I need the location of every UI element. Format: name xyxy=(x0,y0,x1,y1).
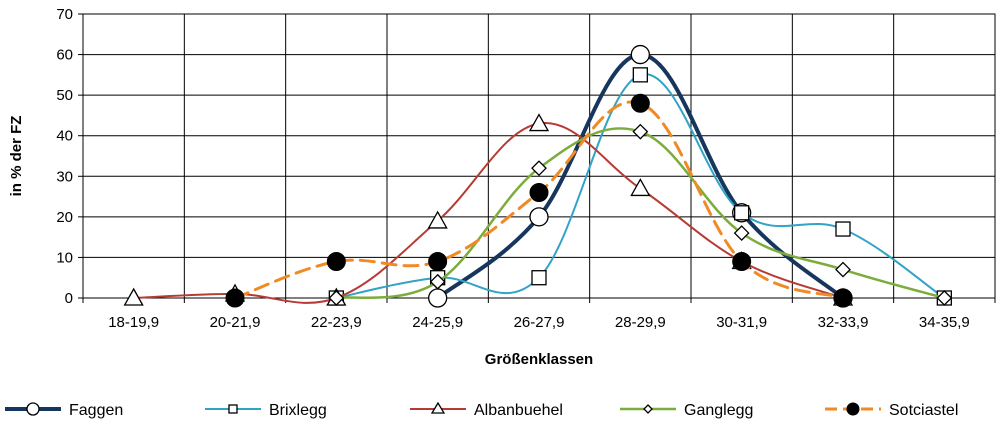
data-point-marker xyxy=(326,251,346,271)
y-tick-label: 40 xyxy=(56,128,73,145)
data-point-marker xyxy=(643,404,653,414)
x-tick-label: 22-23,9 xyxy=(311,314,362,331)
data-point-marker xyxy=(833,288,853,308)
data-point-marker xyxy=(630,44,650,65)
x-tick-label: 30-31,9 xyxy=(716,314,767,331)
y-axis-title: in % der FZ xyxy=(8,116,25,197)
series-group xyxy=(123,44,953,308)
data-point-marker xyxy=(529,207,549,227)
data-point-marker xyxy=(528,113,550,132)
data-point-marker xyxy=(632,67,648,83)
data-point-marker xyxy=(225,288,245,308)
data-point-marker xyxy=(26,402,40,416)
data-point-marker xyxy=(123,287,144,306)
legend-item: Faggen xyxy=(5,402,123,419)
legend: Faggen Brixlegg Albanbuehel Ganglegg Sotcias… xyxy=(5,401,958,419)
x-axis-ticks: 18-19,9 20-21,9 22-23,9 24-25,9 26-27,9 28-29… xyxy=(82,298,996,331)
legend-label: Sotciastel xyxy=(889,402,958,419)
legend-item: Sotciastel xyxy=(825,402,958,419)
series-ganglegg xyxy=(328,123,953,306)
data-point-marker xyxy=(328,290,345,306)
data-point-marker xyxy=(428,251,448,271)
legend-item: Albanbuehel xyxy=(410,401,563,419)
data-point-marker xyxy=(732,251,752,271)
x-tick-label: 24-25,9 xyxy=(412,314,463,331)
y-tick-label: 50 xyxy=(56,87,73,104)
data-point-marker xyxy=(632,123,649,140)
legend-label: Albanbuehel xyxy=(474,402,563,419)
x-tick-label: 28-29,9 xyxy=(615,314,666,331)
series-sotciastel xyxy=(225,93,853,308)
y-tick-label: 20 xyxy=(56,209,73,226)
y-tick-label: 70 xyxy=(56,6,73,23)
x-tick-label: 34-35,9 xyxy=(919,314,970,331)
data-point-marker xyxy=(529,183,549,203)
data-point-marker xyxy=(531,270,547,286)
data-point-marker xyxy=(430,401,446,414)
data-point-marker xyxy=(428,288,448,308)
data-point-marker xyxy=(835,221,851,237)
plot-area xyxy=(82,13,996,299)
legend-label: Faggen xyxy=(69,402,123,419)
data-point-marker xyxy=(427,210,448,229)
x-axis-title: Größenklassen xyxy=(485,351,593,368)
y-tick-label: 10 xyxy=(56,249,73,266)
data-point-marker xyxy=(734,205,750,221)
y-tick-label: 30 xyxy=(56,168,73,185)
data-point-marker xyxy=(531,160,547,177)
data-point-marker xyxy=(630,178,651,197)
x-tick-label: 18-19,9 xyxy=(108,314,159,331)
y-axis-ticks: 0 10 20 30 40 50 60 70 xyxy=(56,6,83,307)
data-point-marker xyxy=(936,290,953,306)
x-tick-label: 26-27,9 xyxy=(514,314,565,331)
data-point-marker xyxy=(429,273,446,290)
series-line xyxy=(132,122,844,304)
legend-label: Brixlegg xyxy=(269,402,327,419)
data-point-marker xyxy=(733,225,750,242)
data-point-marker xyxy=(630,93,650,113)
gridlines xyxy=(83,14,995,298)
data-point-marker xyxy=(846,402,860,416)
x-tick-label: 32-33,9 xyxy=(818,314,869,331)
legend-label: Ganglegg xyxy=(684,402,753,419)
data-point-marker xyxy=(228,404,238,414)
data-point-marker xyxy=(835,261,851,278)
y-tick-label: 60 xyxy=(56,47,73,64)
y-tick-label: 0 xyxy=(65,290,73,307)
legend-item: Ganglegg xyxy=(620,402,753,419)
legend-item: Brixlegg xyxy=(205,402,327,419)
x-tick-label: 20-21,9 xyxy=(210,314,261,331)
